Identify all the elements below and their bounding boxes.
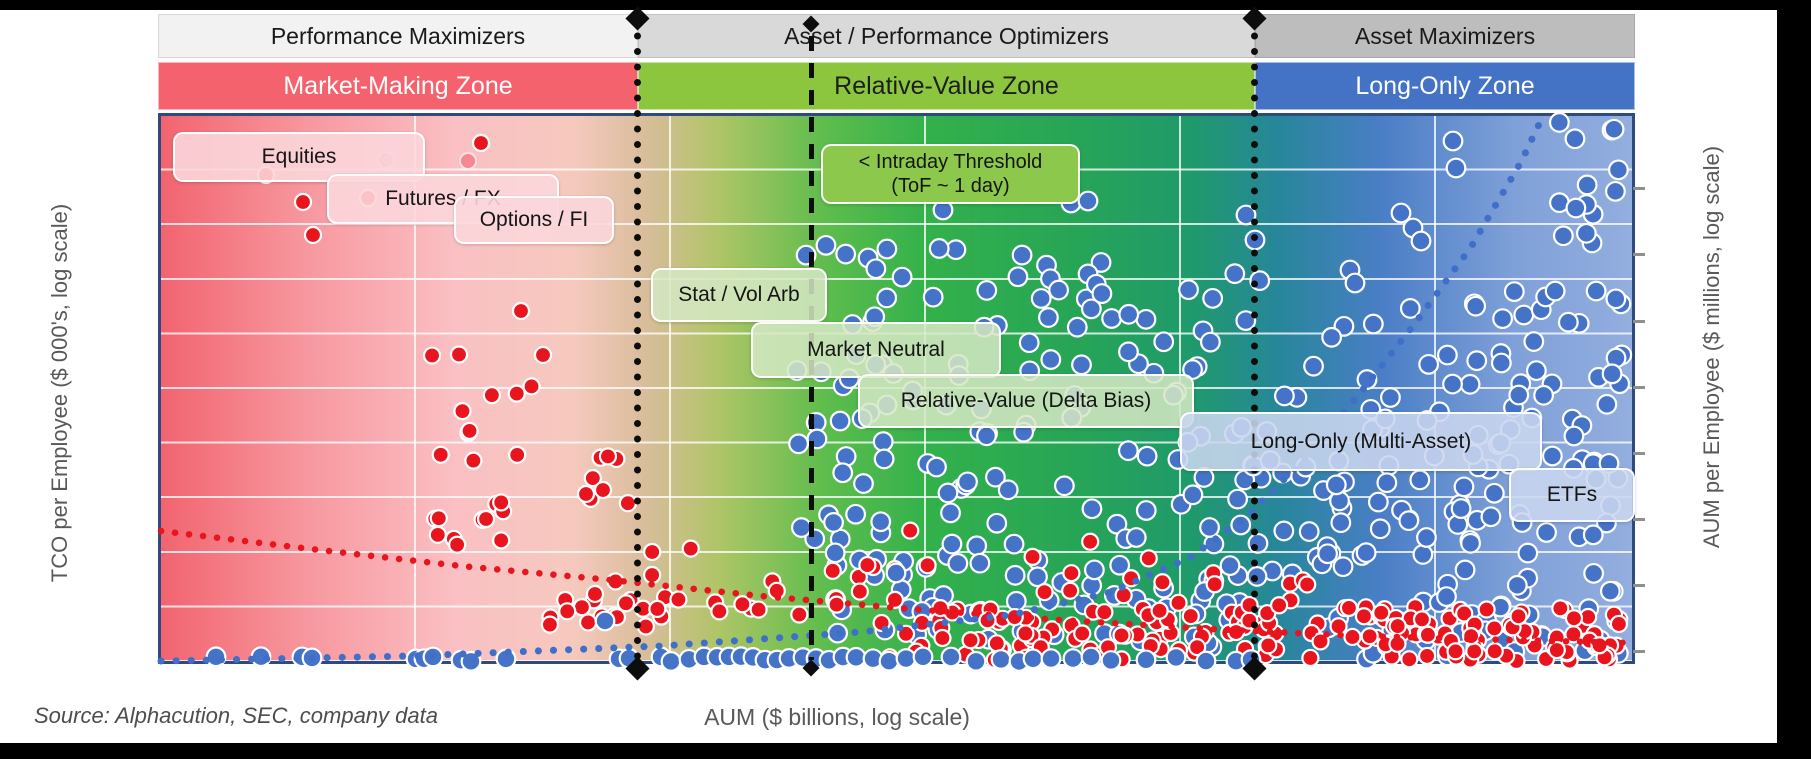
- zone-band-long-only: Long-Only Zone: [1255, 62, 1635, 110]
- label-text: ETFs: [1546, 483, 1598, 506]
- zone-label: Long-Only Zone: [1355, 71, 1535, 100]
- category-label: Performance Maximizers: [270, 22, 526, 49]
- category-band-asset-performance-optimizers: Asset / Performance Optimizers: [638, 14, 1255, 58]
- boundary-line-dotted-right: [1251, 32, 1258, 662]
- category-label: Asset / Performance Optimizers: [784, 22, 1109, 49]
- right-axis-tick: [1633, 320, 1645, 323]
- figure-canvas: Performance Maximizers Asset / Performan…: [0, 6, 1777, 743]
- right-axis-tick: [1633, 650, 1645, 653]
- label-intraday-threshold: < Intraday Threshold (ToF ~ 1 day): [821, 144, 1080, 204]
- zone-band-relative-value: Relative-Value Zone: [638, 62, 1255, 110]
- category-band-asset-maximizers: Asset Maximizers: [1255, 14, 1635, 58]
- right-axis-tick: [1633, 187, 1645, 190]
- label-long-only-multi-asset: Long-Only (Multi-Asset): [1180, 412, 1542, 471]
- scatter-points-layer: [157, 112, 1635, 672]
- label-relative-value-delta-bias: Relative-Value (Delta Bias): [858, 374, 1194, 428]
- category-band-performance-maximizers: Performance Maximizers: [158, 14, 638, 58]
- right-axis-tick: [1633, 386, 1645, 389]
- right-axis-tick: [1633, 452, 1645, 455]
- zone-band-market-making: Market-Making Zone: [158, 62, 638, 110]
- source-note: Source: Alphacution, SEC, company data: [34, 703, 438, 728]
- right-axis-tick: [1633, 253, 1645, 256]
- zone-label: Relative-Value Zone: [834, 71, 1059, 100]
- label-text: Options / FI: [479, 208, 589, 231]
- label-equities: Equities: [173, 132, 425, 182]
- label-text: Market Neutral: [807, 338, 945, 361]
- zone-label: Market-Making Zone: [283, 71, 513, 100]
- right-axis-tick: [1633, 518, 1645, 521]
- intraday-line1: < Intraday Threshold: [858, 151, 1043, 173]
- label-etfs: ETFs: [1509, 468, 1635, 522]
- right-axis-tick: [1633, 584, 1645, 587]
- label-market-neutral: Market Neutral: [751, 322, 1001, 378]
- label-text: Relative-Value (Delta Bias): [900, 389, 1152, 412]
- scatter-plot-area: Equities Futures / FX Options / FI < Int…: [157, 112, 1635, 672]
- left-axis-title: TCO per Employee ($ 000's, log scale): [47, 203, 72, 583]
- x-axis-title: AUM ($ billions, log scale): [704, 704, 970, 730]
- label-options-fi: Options / FI: [454, 196, 614, 244]
- label-text: Long-Only (Multi-Asset): [1250, 429, 1472, 453]
- intraday-line2: (ToF ~ 1 day): [891, 175, 1010, 197]
- boundary-line-dotted-left: [634, 32, 641, 662]
- label-text: Equities: [261, 145, 337, 168]
- label-text: Stat / Vol Arb: [678, 283, 800, 306]
- label-stat-vol-arb: Stat / Vol Arb: [651, 268, 827, 322]
- category-label: Asset Maximizers: [1354, 22, 1536, 49]
- right-axis-title: AUM per Employee ($ millions, log scale): [1699, 145, 1724, 549]
